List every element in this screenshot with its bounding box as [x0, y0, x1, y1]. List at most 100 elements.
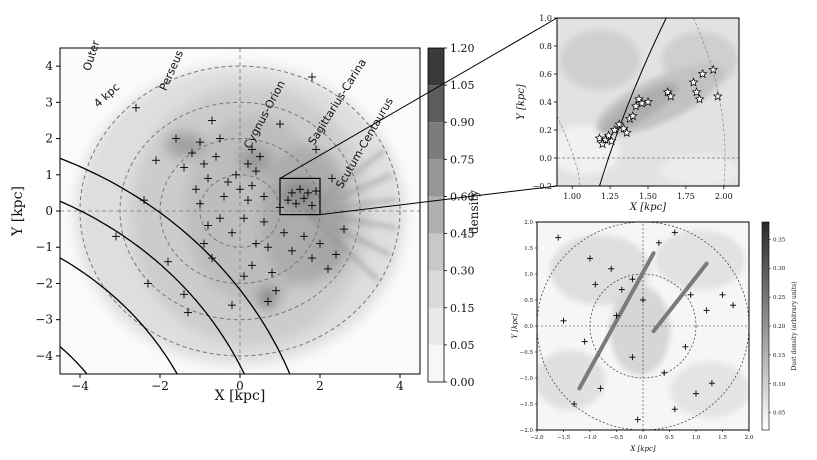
main-marker: [236, 185, 244, 194]
main-marker: [300, 232, 308, 241]
dust-colorbar-tick-label: 0.15: [773, 353, 786, 359]
inset-bottom-y-tick-label: −1.0: [520, 376, 534, 382]
inset-bottom-x-tick-label: −2.0: [530, 435, 544, 441]
inset-top-star: [634, 94, 644, 104]
colorbar-tick-label: 1.05: [450, 79, 475, 92]
inset-top-star: [694, 94, 705, 104]
inset-top-star: [609, 124, 620, 135]
inset-top-y-tick-label: 0.2: [539, 126, 552, 135]
inset-bottom-marker: [560, 317, 567, 324]
main-marker: [184, 308, 192, 317]
inset-bottom-x-label: X [kpc]: [629, 445, 656, 453]
main-marker: [188, 149, 196, 158]
inset-bottom-marker: [730, 302, 737, 309]
inset-bottom-y-tick-label: 1.5: [524, 246, 533, 252]
main-marker: [224, 178, 232, 187]
inset-top-star: [597, 138, 608, 149]
inset-top-star: [631, 101, 641, 111]
inset-bottom-marker: [618, 286, 625, 293]
inset-top-star: [606, 136, 617, 146]
inset-bottom-marker: [708, 380, 715, 387]
arm-curve-perseus: [60, 345, 88, 374]
main-marker: [308, 254, 316, 263]
colorbar-label: density: [467, 190, 481, 234]
main-y-tick-label: 4: [45, 59, 53, 73]
main-marker: [172, 134, 180, 143]
inset-bottom-y-tick-label: 0.0: [524, 324, 533, 330]
inset-bottom-marker: [687, 291, 694, 298]
main-marker: [308, 201, 316, 210]
colorbar-tick-label: 0.30: [450, 265, 475, 278]
inset-bottom-y-tick-label: −2.0: [520, 428, 534, 434]
colorbar-segment: [428, 122, 444, 160]
inset-bottom-y-label: Y [kpc]: [511, 313, 519, 338]
main-marker: [216, 214, 224, 223]
inset-top-y-label: Y [kpc]: [516, 84, 527, 120]
zero-axis-lines: [60, 48, 420, 374]
inset-bottom-marker: [608, 265, 615, 272]
inset-top-x-ticks: 1.00 1.25 1.50 1.75 2.00: [563, 186, 733, 201]
main-marker: [312, 187, 320, 196]
density-colorbar: 0.000.050.150.300.450.600.750.901.051.20: [427, 42, 475, 389]
inset-top-star: [697, 68, 708, 79]
colorbar-segment: [428, 270, 444, 308]
inset-top-star: [662, 87, 673, 97]
main-marker: [132, 103, 140, 112]
main-marker: [196, 138, 204, 147]
inset-bottom-density-field: [537, 230, 749, 418]
inset-top-y-tick-label: 0.6: [539, 70, 552, 79]
colorbar-tick-label: 0.15: [450, 302, 475, 315]
inset-bottom-y-tick-label: 0.5: [524, 298, 533, 304]
inset-bottom-x-tick-label: −1.5: [557, 435, 571, 441]
main-marker: [288, 246, 296, 255]
inset-bottom-x-tick-label: −1.0: [583, 435, 597, 441]
inset-top-star: [600, 134, 611, 144]
main-marker: [316, 239, 324, 248]
dust-colorbar-tick-label: 0.25: [773, 295, 786, 301]
inset-top-y-tick-label: 0.4: [539, 98, 552, 107]
main-marker: [180, 290, 188, 299]
inset-bottom-marker: [629, 276, 636, 283]
arm-curve-sagittarius-carina: [60, 200, 245, 374]
dust-colorbar-tick-label: 0.35: [773, 237, 786, 243]
inset-top-star: [691, 87, 702, 97]
inset-top-y-tick-label: 0.0: [539, 154, 552, 163]
main-marker: [200, 159, 208, 168]
main-marker: [216, 134, 224, 143]
main-marker: [264, 243, 272, 252]
main-marker: [304, 188, 312, 197]
main-marker: [212, 152, 220, 161]
inset-bottom-marker: [671, 229, 678, 236]
main-marker: [308, 72, 316, 81]
main-y-tick-label: −3: [35, 313, 53, 327]
inset-bottom-marker: [655, 239, 662, 246]
main-marker: [208, 254, 216, 263]
inset-bottom-y-tick-label: −0.5: [520, 350, 534, 356]
colorbar-segment: [428, 233, 444, 271]
inset-bottom-marker: [719, 291, 726, 298]
main-marker: [152, 156, 160, 165]
inset-top-y-tick-label: 1.0: [539, 14, 552, 23]
inset-bottom-marker: [592, 281, 599, 288]
inset-top-reference-lines: [557, 18, 739, 186]
main-marker: [180, 163, 188, 172]
main-y-tick-label: −2: [35, 276, 53, 290]
main-marker: [256, 152, 264, 161]
main-y-tick-label: −4: [35, 349, 53, 363]
main-y-tick-label: −1: [35, 240, 53, 254]
main-marker: [252, 167, 260, 176]
main-marker: [204, 221, 212, 230]
dust-colorbar-tick-label: 0.05: [773, 411, 786, 417]
inset-top-x-tick-label: 1.00: [563, 192, 581, 201]
main-x-tick-label: 4: [396, 379, 404, 393]
main-y-tick-label: 0: [45, 204, 53, 218]
main-y-tick-label: 2: [45, 132, 53, 146]
inset-bottom-marker: [703, 307, 710, 314]
inset-bottom-x-tick-label: 1.0: [692, 435, 701, 441]
connector-top: [279, 17, 558, 179]
colorbar-segment: [428, 307, 444, 345]
colorbar-segment: [428, 48, 444, 86]
inset-bottom-x-tick-label: 2.0: [745, 435, 754, 441]
dust-colorbar-ticks: 0.05 0.10 0.15 0.20 0.25 0.30 0.35: [769, 237, 786, 417]
zoom-connector-lines: [279, 17, 558, 216]
